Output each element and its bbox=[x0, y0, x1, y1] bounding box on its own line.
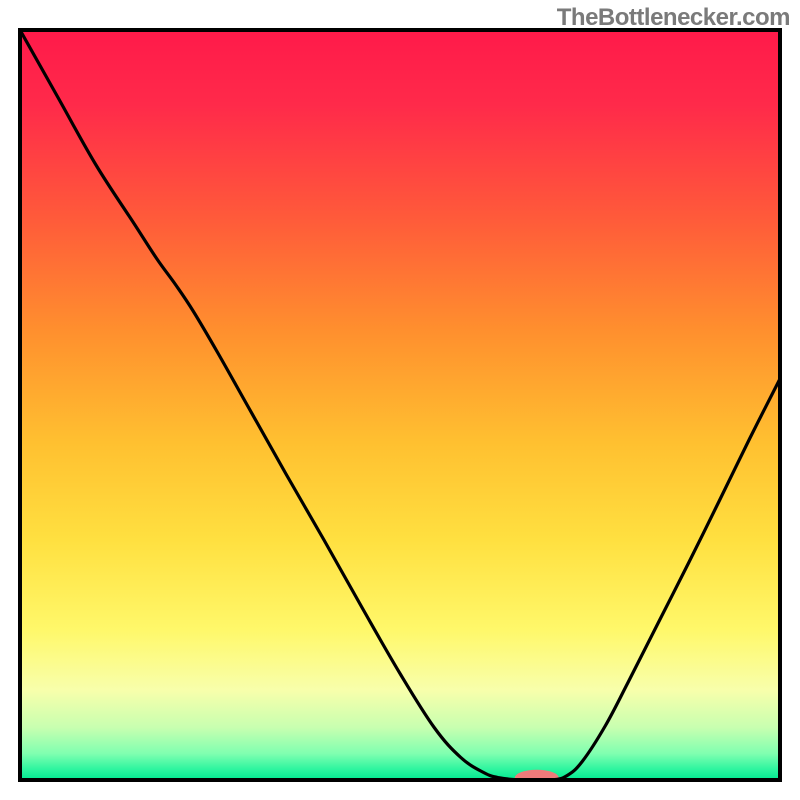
plot-background bbox=[20, 30, 780, 780]
watermark-text: TheBottlenecker.com bbox=[557, 4, 790, 32]
bottleneck-chart bbox=[0, 0, 800, 800]
chart-container: TheBottlenecker.com bbox=[0, 0, 800, 800]
optimal-marker bbox=[515, 770, 559, 786]
